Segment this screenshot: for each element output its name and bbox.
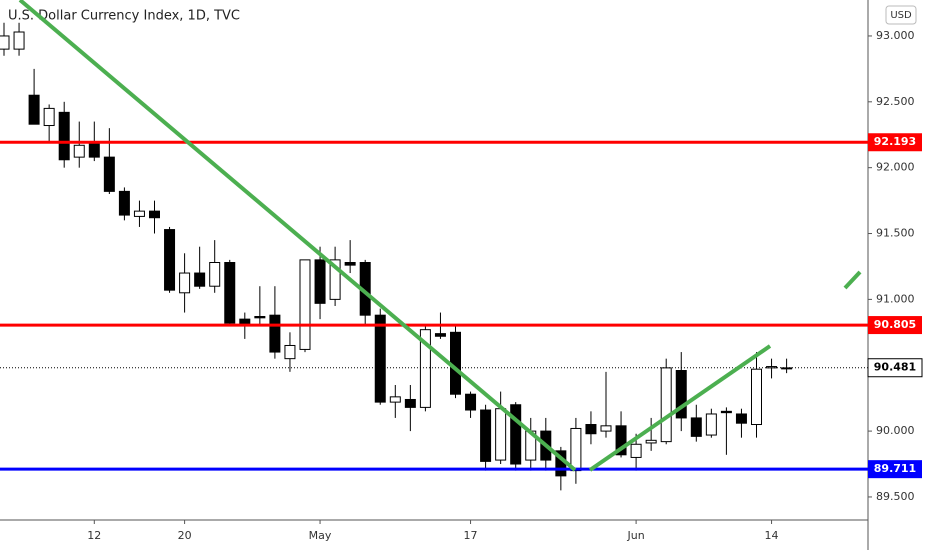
- candle-body: [600, 425, 612, 432]
- candle-body: [344, 262, 356, 266]
- candle-body: [269, 314, 281, 353]
- level-tag: [868, 316, 922, 335]
- candle-body: [73, 144, 85, 158]
- last-price-label: 90.481: [874, 361, 916, 374]
- candle-body: [705, 413, 717, 436]
- x-tick-label: 14: [765, 529, 779, 542]
- candle-body: [690, 417, 702, 437]
- candle-body: [404, 398, 416, 408]
- candle-body: [149, 210, 160, 219]
- candle-body: [299, 259, 311, 350]
- currency-button[interactable]: [885, 5, 917, 25]
- candle-body: [465, 393, 477, 411]
- candle-body: [645, 439, 657, 444]
- candle-body: [630, 443, 642, 458]
- candle-body: [570, 427, 582, 472]
- candle-body: [118, 190, 130, 216]
- candle-body: [314, 259, 326, 304]
- candle-body: [224, 262, 236, 324]
- candle-body: [389, 396, 401, 403]
- y-tick-label: 92.000: [876, 161, 915, 174]
- candle-body: [675, 370, 687, 419]
- trend-line: [588, 344, 772, 472]
- y-tick-label: 89.500: [876, 490, 915, 503]
- candle-body: [615, 425, 627, 456]
- y-tick-label: 90.000: [876, 424, 915, 437]
- x-tick-label: 20: [178, 529, 192, 542]
- candle-body: [58, 111, 70, 161]
- candle-body: [329, 259, 341, 300]
- candle-body: [585, 424, 597, 435]
- candle-body: [0, 35, 10, 50]
- candle-body: [735, 413, 747, 424]
- last-price-tag: [867, 358, 923, 378]
- candle-body: [434, 333, 446, 337]
- y-tick-label: 91.000: [876, 292, 915, 305]
- candle-body: [720, 410, 732, 414]
- y-tick-label: 91.500: [876, 227, 915, 240]
- marks: [0, 22, 872, 524]
- trend-line: [18, 0, 577, 472]
- currency-label: USD: [890, 10, 912, 21]
- x-tick-label: 17: [464, 529, 478, 542]
- level-label: 90.805: [874, 318, 916, 331]
- candle-body: [103, 156, 115, 192]
- candle-body: [254, 316, 266, 319]
- x-tick-label: 12: [87, 529, 101, 542]
- candle-body: [28, 94, 40, 125]
- y-tick-label: 93.000: [876, 29, 915, 42]
- level-tag: [868, 460, 922, 479]
- x-tick-label: May: [309, 529, 332, 542]
- chart-title: U.S. Dollar Currency Index, 1D, TVC: [8, 9, 240, 24]
- level-label: 89.711: [874, 462, 916, 475]
- trend-line: [843, 270, 862, 290]
- candle-body: [43, 107, 55, 127]
- price-labels: 89.50090.00090.50091.00091.50092.00092.5…: [87, 29, 923, 542]
- candle-body: [13, 31, 25, 50]
- candle-body: [88, 142, 100, 158]
- candle-body: [510, 404, 522, 465]
- candle-body: [374, 314, 386, 403]
- x-tick-label: Jun: [627, 529, 645, 542]
- y-tick-label: 92.500: [876, 95, 915, 108]
- candle-body: [179, 272, 191, 294]
- candle-body: [284, 344, 296, 360]
- level-label: 92.193: [874, 135, 916, 148]
- candle-body: [495, 408, 507, 461]
- candle-body: [751, 368, 762, 426]
- candle-body: [164, 229, 176, 291]
- candle-body: [209, 262, 221, 287]
- candle-body: [133, 210, 145, 217]
- candle-body: [419, 329, 431, 408]
- candle-body: [194, 272, 206, 287]
- level-tag: [868, 133, 922, 152]
- candle-body: [480, 409, 492, 462]
- candle-body: [660, 367, 672, 443]
